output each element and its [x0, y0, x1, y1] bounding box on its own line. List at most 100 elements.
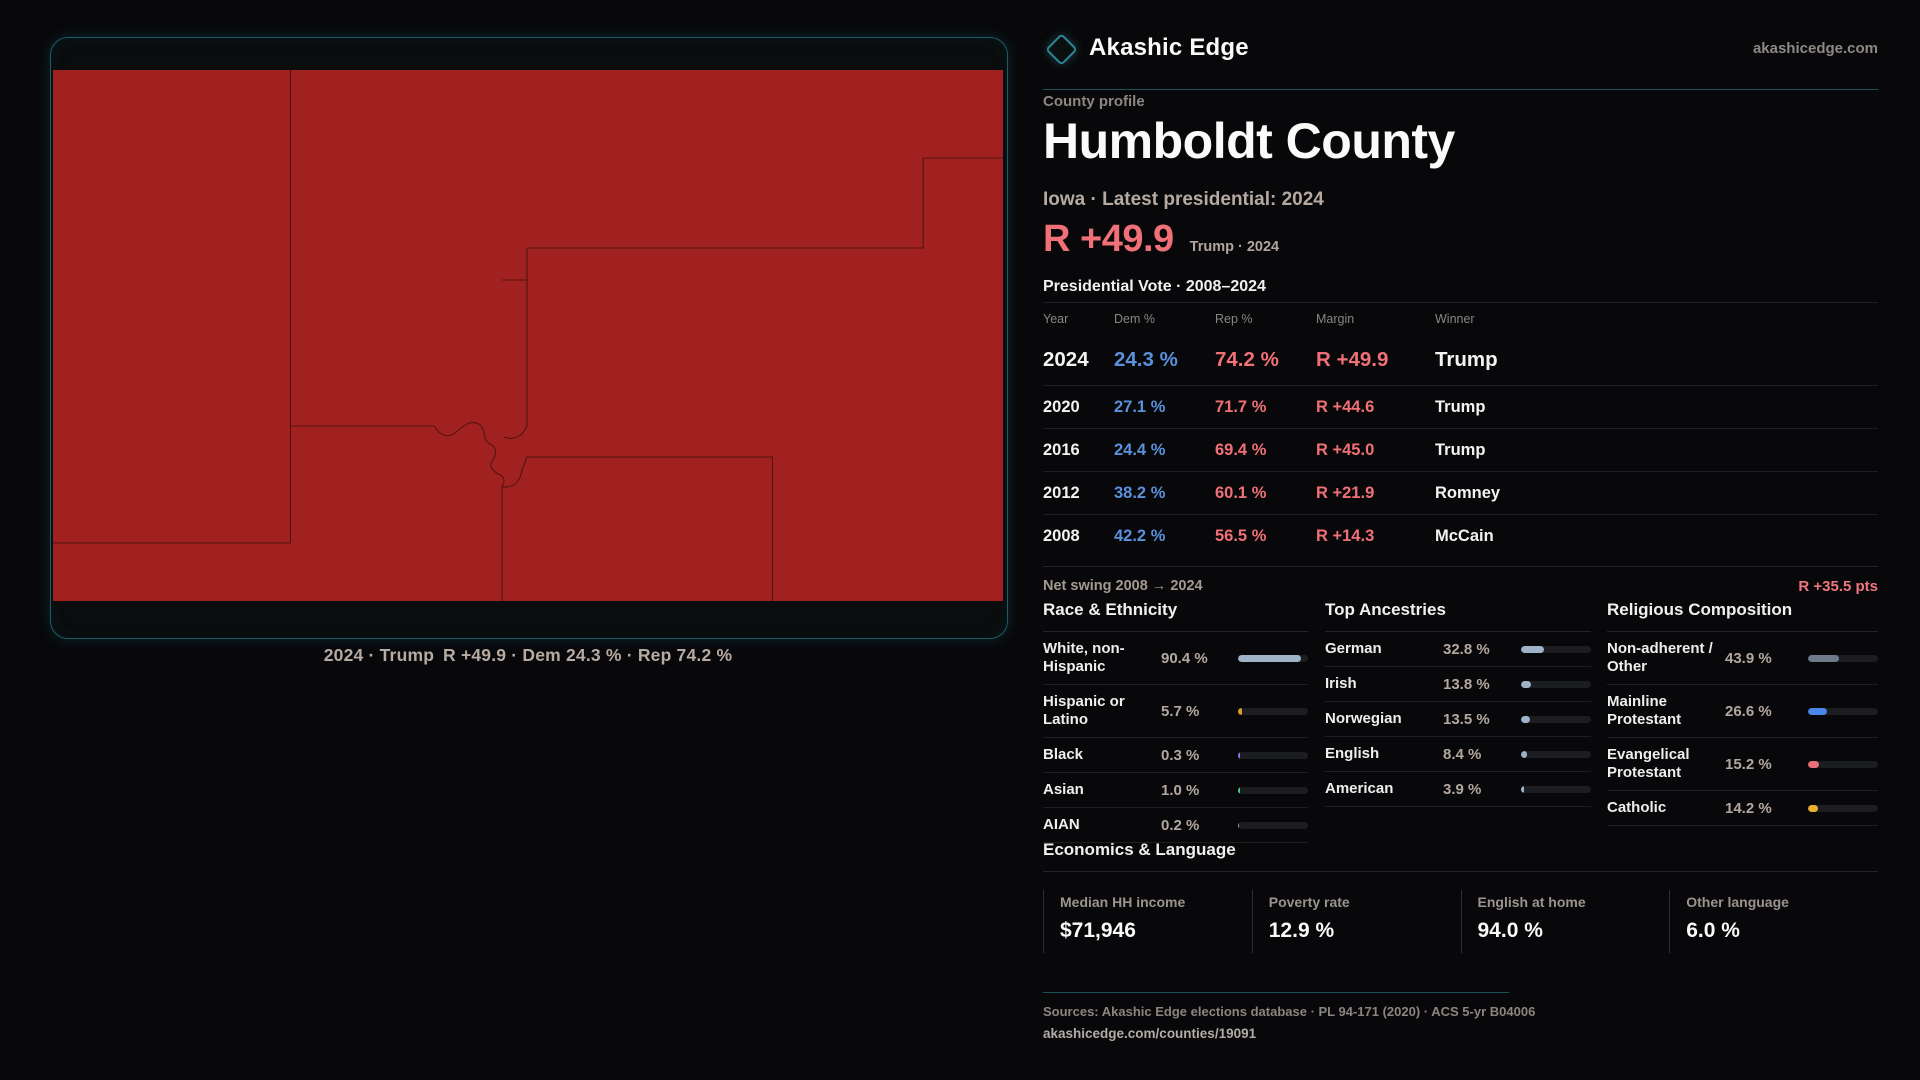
stat-label: Poverty rate: [1268, 894, 1350, 910]
section-religious-composition: Religious Composition Non-adherent / Oth…: [1607, 600, 1878, 826]
cell-rep: 74.2 %: [1215, 348, 1279, 371]
footer-divider: [1043, 992, 1509, 993]
dist-bar-fill: [1521, 715, 1531, 723]
stat-cell: English at home 94.0 %: [1460, 890, 1670, 953]
vote-table-row: 2016 24.4 % 69.4 % R +45.0 Trump: [1043, 429, 1878, 472]
dist-label: Catholic: [1607, 799, 1667, 816]
vote-table-header: Year Dem % Rep % Margin Winner: [1043, 302, 1878, 335]
column-header: Year: [1043, 312, 1069, 326]
dist-label: German: [1325, 640, 1382, 657]
dist-bar-track: [1521, 715, 1591, 723]
section-title: Religious Composition: [1607, 600, 1878, 632]
dist-row: Non-adherent / Other 43.9 %: [1607, 632, 1878, 685]
dist-bar-track: [1521, 680, 1591, 688]
section-title: Top Ancestries: [1325, 600, 1591, 632]
dist-row: Catholic 14.2 %: [1607, 791, 1878, 826]
dist-value: 0.3 %: [1161, 746, 1200, 764]
dist-row: Black 0.3 %: [1043, 738, 1308, 773]
county-boundary-lines: [53, 70, 1003, 601]
dist-row: English 8.4 %: [1325, 737, 1591, 772]
county-map-card: [50, 37, 1008, 639]
brand-name: Akashic Edge: [1089, 34, 1249, 61]
cell-winner: Trump: [1435, 440, 1486, 459]
dist-row: German 32.8 %: [1325, 632, 1591, 667]
dist-value: 14.2 %: [1725, 799, 1772, 817]
cell-dem: 42.2 %: [1114, 526, 1166, 545]
vote-table-row: 2020 27.1 % 71.7 % R +44.6 Trump: [1043, 386, 1878, 429]
cell-year: 2020: [1043, 397, 1080, 416]
county-map: [53, 70, 1003, 601]
dist-label: Irish: [1325, 675, 1357, 692]
margin-note: Trump · 2024: [1189, 239, 1280, 255]
headline-row: R +49.9 Trump · 2024: [1043, 218, 1279, 261]
cell-year: 2024: [1043, 348, 1089, 371]
net-swing-label: Net swing 2008 → 2024: [1043, 578, 1203, 594]
cell-margin: R +21.9: [1316, 483, 1375, 502]
brand-logo: [1043, 31, 1078, 66]
dist-bar-fill: [1521, 680, 1531, 688]
dist-value: 1.0 %: [1161, 781, 1200, 799]
dist-value: 32.8 %: [1443, 640, 1490, 658]
cell-dem: 24.4 %: [1114, 440, 1166, 459]
vote-table: Year Dem % Rep % Margin Winner 2024 24.3 % 74.2…: [1043, 302, 1878, 557]
column-header: Margin: [1316, 312, 1355, 326]
dist-row: Mainline Protestant 26.6 %: [1607, 685, 1878, 738]
stat-label: Other language: [1686, 894, 1789, 910]
section-title: Race & Ethnicity: [1043, 600, 1308, 632]
vote-table-row: 2012 38.2 % 60.1 % R +21.9 Romney: [1043, 472, 1878, 515]
dist-row: Irish 13.8 %: [1325, 667, 1591, 702]
column-header: Winner: [1435, 312, 1475, 326]
diamond-icon: [1045, 33, 1078, 66]
vote-table-row: 2008 42.2 % 56.5 % R +14.3 McCain: [1043, 515, 1878, 557]
cell-rep: 56.5 %: [1215, 526, 1267, 545]
header: Akashic Edge akashicedge.com: [1043, 28, 1878, 68]
dist-bar-track: [1521, 750, 1591, 758]
county-profile-panel: Akashic Edge akashicedge.com County prof…: [1043, 0, 1878, 1080]
dist-row: Norwegian 13.5 %: [1325, 702, 1591, 737]
cell-year: 2016: [1043, 440, 1080, 459]
cell-rep: 69.4 %: [1215, 440, 1267, 459]
dist-bar-track: [1238, 751, 1308, 759]
dist-bar-track: [1521, 785, 1591, 793]
cell-dem: 24.3 %: [1114, 348, 1178, 371]
county-shape: [53, 70, 1003, 601]
dist-value: 13.8 %: [1443, 675, 1490, 693]
cell-winner: Trump: [1435, 348, 1498, 371]
dist-bar-fill: [1808, 707, 1827, 715]
stat-value: 12.9 %: [1268, 919, 1335, 942]
stat-value: 94.0 %: [1477, 919, 1543, 942]
section-economics-language: Economics & Language Median HH income $71…: [1043, 840, 1878, 953]
dist-bar-fill: [1521, 785, 1524, 793]
stat-cell: Poverty rate 12.9 %: [1251, 890, 1461, 953]
dist-row: Evangelical Protestant 15.2 %: [1607, 738, 1878, 791]
dist-row: American 3.9 %: [1325, 772, 1591, 807]
cell-margin: R +44.6: [1316, 397, 1375, 416]
dist-bar-track: [1808, 804, 1878, 812]
column-header: Rep %: [1215, 312, 1253, 326]
dist-bar-fill: [1238, 654, 1302, 662]
permalink[interactable]: akashicedge.com/counties/19091: [1043, 1026, 1257, 1041]
brand-domain-link[interactable]: akashicedge.com: [1752, 39, 1878, 57]
cell-winner: Trump: [1435, 397, 1486, 416]
dist-label: English: [1325, 745, 1380, 762]
dist-label: Non-adherent / Other: [1607, 640, 1713, 675]
dist-bar-track: [1808, 707, 1878, 715]
dist-value: 15.2 %: [1725, 755, 1772, 773]
dist-bar-track: [1238, 707, 1308, 715]
dist-bar-fill: [1238, 786, 1240, 794]
dist-label: Evangelical Protestant: [1607, 746, 1690, 781]
stat-label: Median HH income: [1060, 894, 1186, 910]
cell-year: 2012: [1043, 483, 1080, 502]
dist-label: Norwegian: [1325, 710, 1402, 727]
cell-rep: 60.1 %: [1215, 483, 1267, 502]
dist-value: 8.4 %: [1443, 745, 1482, 763]
cell-dem: 27.1 %: [1114, 397, 1166, 416]
header-divider: [1043, 89, 1878, 90]
dist-value: 90.4 %: [1161, 649, 1208, 667]
dist-bar-track: [1808, 654, 1878, 662]
cell-rep: 71.7 %: [1215, 397, 1267, 416]
dist-bar-track: [1238, 654, 1308, 662]
map-caption: 2024 · Trump R +49.9 · Dem 24.3 % · Rep …: [323, 645, 733, 665]
sources-note: Sources: Akashic Edge elections database…: [1043, 1004, 1536, 1019]
dist-label: Hispanic or Latino: [1043, 693, 1125, 728]
